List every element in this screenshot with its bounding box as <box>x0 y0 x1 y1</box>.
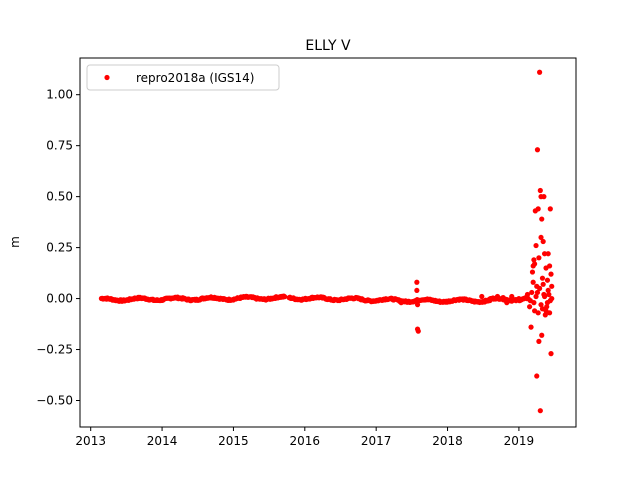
data-point <box>541 251 548 257</box>
data-point <box>414 302 421 308</box>
data-point <box>538 302 544 308</box>
y-axis-label: m <box>8 236 22 248</box>
data-point <box>533 242 539 249</box>
data-point <box>282 294 288 300</box>
legend-label: repro2018a (IGS14) <box>136 71 254 85</box>
data-point <box>531 257 537 263</box>
data-point <box>500 294 506 301</box>
x-axis: 2013 2014 2015 2016 2017 2018 2019 <box>75 427 534 448</box>
data-point <box>527 304 533 310</box>
data-point <box>540 281 546 287</box>
data-point <box>532 261 538 267</box>
data-point <box>534 373 540 379</box>
data-point <box>530 279 536 285</box>
data-point <box>542 312 548 318</box>
data-point <box>547 206 553 212</box>
x-tick-label: 2017 <box>361 434 392 448</box>
data-point <box>415 328 421 334</box>
data-point <box>541 293 548 300</box>
x-tick-label: 2015 <box>218 434 249 448</box>
y-tick-label: −0.25 <box>36 343 73 357</box>
data-point <box>544 277 551 283</box>
legend[interactable]: repro2018a (IGS14) <box>86 64 280 91</box>
data-point <box>529 269 536 275</box>
x-tick-label: 2016 <box>290 434 321 448</box>
data-point <box>398 300 404 306</box>
plot-frame <box>79 57 577 428</box>
data-point <box>528 324 534 330</box>
x-tick-label: 2018 <box>432 434 463 448</box>
data-point <box>546 291 552 298</box>
y-tick-label: 0.00 <box>46 292 73 306</box>
data-point <box>534 289 541 296</box>
data-point <box>537 285 543 291</box>
data-point <box>544 304 550 310</box>
data-point <box>533 293 539 300</box>
data-point <box>524 291 531 298</box>
y-tick-label: 1.00 <box>46 88 73 102</box>
data-point <box>540 238 546 245</box>
data-point <box>529 289 535 296</box>
data-point <box>535 310 541 316</box>
data-point <box>537 187 543 194</box>
data-point <box>539 332 545 338</box>
data-point <box>531 300 537 306</box>
y-tick-label: −0.50 <box>36 393 73 407</box>
data-point <box>539 275 546 281</box>
data-point <box>414 287 420 294</box>
data-point <box>549 283 555 289</box>
data-point <box>504 300 510 306</box>
data-point <box>414 279 420 285</box>
data-point <box>535 206 541 212</box>
legend-marker <box>104 74 110 81</box>
legend-box <box>86 64 280 91</box>
data-point <box>545 287 551 294</box>
data-point <box>516 295 522 302</box>
data-point <box>536 338 542 344</box>
x-tick-label: 2014 <box>147 434 178 448</box>
x-tick-label: 2013 <box>75 434 106 448</box>
data-point <box>541 194 547 200</box>
y-tick-label: 0.75 <box>46 139 73 153</box>
y-tick-label: 0.50 <box>46 190 73 204</box>
data-point <box>548 271 554 277</box>
data-point <box>482 298 488 304</box>
data-point <box>549 295 555 302</box>
data-point <box>539 216 545 222</box>
data-points <box>98 69 555 414</box>
data-point <box>534 147 541 153</box>
y-tick-label: 0.25 <box>46 241 73 255</box>
data-point <box>537 69 543 75</box>
data-point <box>538 234 544 241</box>
data-point <box>489 295 495 302</box>
y-axis: −0.50 −0.25 0.00 0.25 0.50 0.75 1.00 <box>36 88 80 407</box>
data-point <box>546 263 553 269</box>
data-point <box>548 351 554 357</box>
data-point <box>545 251 551 257</box>
chart-title: ELLY V <box>305 38 351 54</box>
data-point <box>479 293 485 300</box>
data-point <box>509 293 515 300</box>
data-point <box>494 293 501 300</box>
data-point <box>537 408 543 414</box>
data-point <box>543 308 549 314</box>
data-point <box>536 255 542 261</box>
x-tick-label: 2019 <box>504 434 535 448</box>
